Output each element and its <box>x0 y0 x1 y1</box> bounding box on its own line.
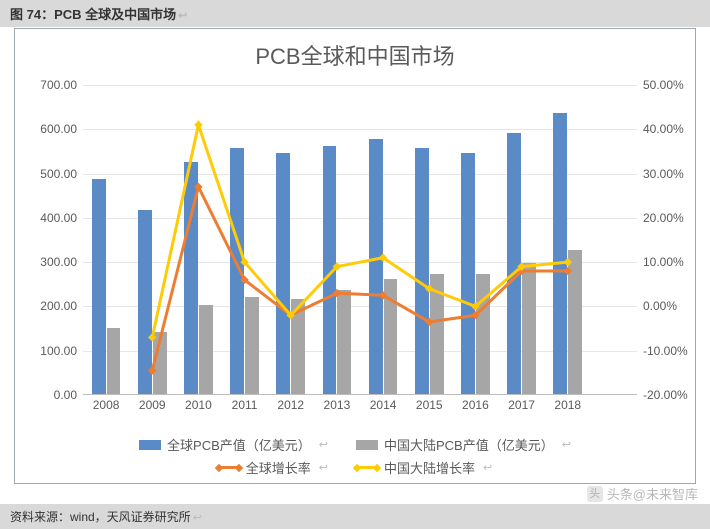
figure-caption: 图 74：PCB 全球及中国市场 <box>10 7 176 22</box>
y1-tick-label: 600.00 <box>40 122 83 136</box>
y2-tick-label: -10.00% <box>637 344 688 358</box>
legend-swatch <box>139 440 161 450</box>
x-tick-label: 2012 <box>277 394 304 412</box>
return-mark: ↩ <box>191 512 202 524</box>
legend-swatch <box>356 466 378 469</box>
y2-tick-label: 0.00% <box>637 299 677 313</box>
line-marker <box>194 121 202 129</box>
return-mark: ↩ <box>317 438 328 451</box>
x-tick-label: 2010 <box>185 394 212 412</box>
y2-tick-label: 40.00% <box>637 122 684 136</box>
line-layer <box>83 85 637 395</box>
x-tick-label: 2013 <box>324 394 351 412</box>
x-tick-label: 2008 <box>93 394 120 412</box>
x-tick-label: 2009 <box>139 394 166 412</box>
y1-tick-label: 100.00 <box>40 344 83 358</box>
legend-label: 中国大陆增长率 <box>384 458 475 477</box>
legend-item: 全球增长率 ↩ <box>218 458 328 477</box>
legend-swatch <box>218 466 240 469</box>
legend-label: 全球增长率 <box>246 458 311 477</box>
legend-item: 全球PCB产值（亿美元） ↩ <box>139 435 328 454</box>
y1-tick-label: 700.00 <box>40 78 83 92</box>
legend-label: 全球PCB产值（亿美元） <box>167 435 311 454</box>
x-tick-label: 2016 <box>462 394 489 412</box>
return-mark: ↩ <box>317 461 328 474</box>
y1-tick-label: 400.00 <box>40 211 83 225</box>
figure-caption-bar: 图 74：PCB 全球及中国市场↩ <box>0 0 710 27</box>
legend-label: 中国大陆PCB产值（亿美元） <box>384 435 554 454</box>
x-tick-label: 2015 <box>416 394 443 412</box>
watermark-icon: 头 <box>587 486 603 502</box>
plot-area: 0.00-20.00%100.00-10.00%200.000.00%300.0… <box>83 85 637 395</box>
return-mark: ↩ <box>481 461 492 474</box>
line-series <box>152 125 568 338</box>
source-text: 资料来源：wind，天风证券研究所 <box>10 510 191 524</box>
x-tick-label: 2018 <box>554 394 581 412</box>
return-mark: ↩ <box>176 10 187 22</box>
y1-tick-label: 0.00 <box>54 388 83 402</box>
legend-item: 中国大陆增长率 ↩ <box>356 458 492 477</box>
y2-tick-label: 10.00% <box>637 255 684 269</box>
legend-item: 中国大陆PCB产值（亿美元） ↩ <box>356 435 571 454</box>
legend: 全球PCB产值（亿美元）↩中国大陆PCB产值（亿美元）↩全球增长率↩中国大陆增长… <box>15 435 695 477</box>
line-marker <box>148 366 156 374</box>
line-marker <box>148 333 156 341</box>
x-tick-label: 2011 <box>232 394 258 412</box>
watermark-text: 头条@未来智库 <box>607 484 698 503</box>
line-marker <box>564 258 572 266</box>
return-mark: ↩ <box>560 438 571 451</box>
chart-title: PCB全球和中国市场 <box>15 29 695 77</box>
y2-tick-label: -20.00% <box>637 388 688 402</box>
y1-tick-label: 500.00 <box>40 167 83 181</box>
y2-tick-label: 50.00% <box>637 78 684 92</box>
y1-tick-label: 200.00 <box>40 299 83 313</box>
source-bar: 资料来源：wind，天风证券研究所↩ <box>0 504 710 529</box>
y2-tick-label: 20.00% <box>637 211 684 225</box>
line-marker <box>564 267 572 275</box>
y1-tick-label: 300.00 <box>40 255 83 269</box>
x-tick-label: 2017 <box>508 394 535 412</box>
watermark: 头 头条@未来智库 <box>587 484 698 503</box>
y2-tick-label: 30.00% <box>637 167 684 181</box>
chart-frame: PCB全球和中国市场 0.00-20.00%100.00-10.00%200.0… <box>14 28 696 484</box>
x-tick-label: 2014 <box>370 394 397 412</box>
legend-swatch <box>356 440 378 450</box>
